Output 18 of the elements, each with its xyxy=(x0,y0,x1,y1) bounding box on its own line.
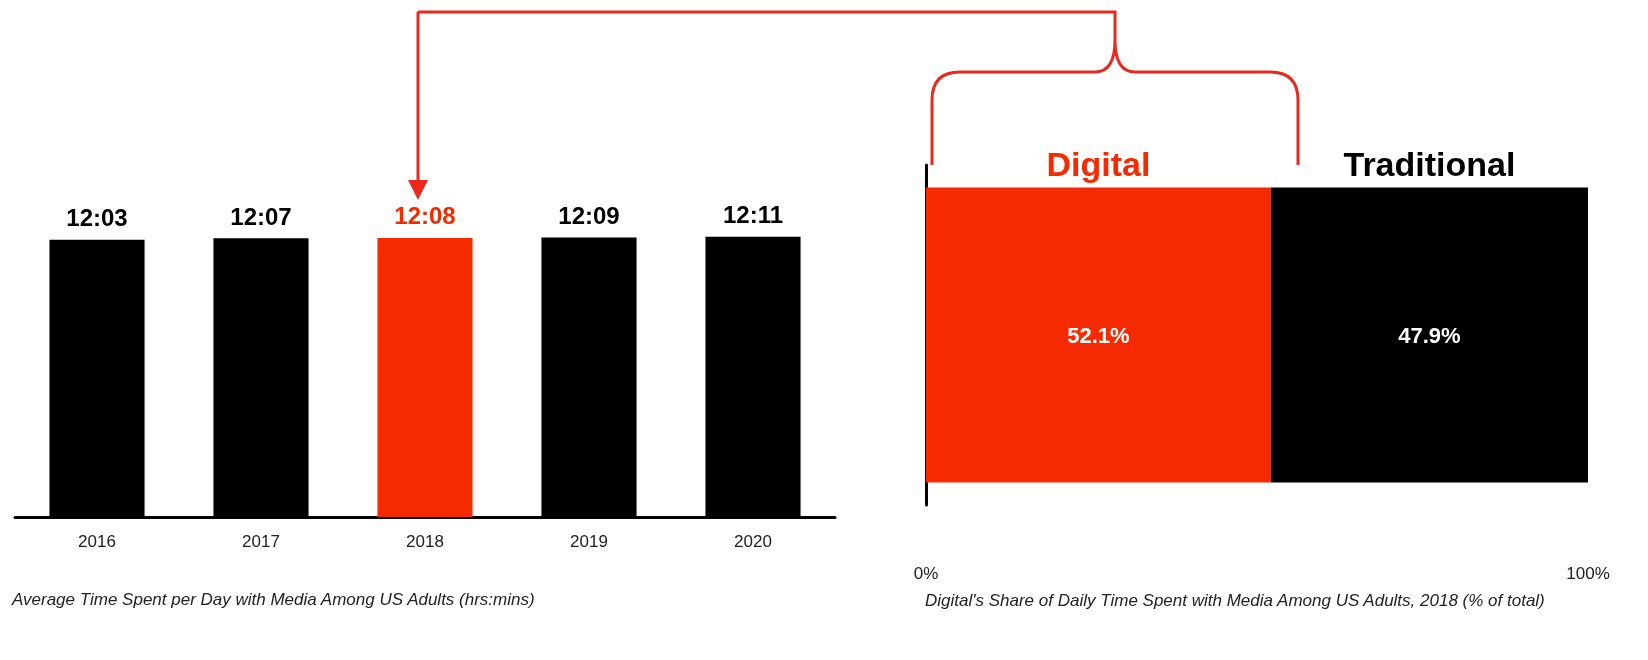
data-label: 12:07 xyxy=(230,202,292,230)
x-tick-label: 2016 xyxy=(78,532,116,551)
data-label: 12:08 xyxy=(394,202,456,230)
data-label: 12:09 xyxy=(558,202,620,230)
data-label: 52.1% xyxy=(1067,322,1130,348)
text: Digital's Share of Daily Time Spent with Media Among US Adults, 2018 (% of total) xyxy=(925,590,1546,612)
series-label: Traditional xyxy=(1343,145,1516,183)
data-label: 47.9% xyxy=(1398,322,1461,348)
x-tick-label: 2018 xyxy=(406,532,444,551)
x-tick-label: 2017 xyxy=(242,532,280,551)
series-label: Digital xyxy=(1046,145,1151,183)
data-label: 12:03 xyxy=(66,204,128,232)
x-tick-label: 100% xyxy=(1566,564,1610,583)
x-tick-label: 2020 xyxy=(734,532,772,551)
data-label: 12:11 xyxy=(722,201,784,229)
text: Average Time Spent per Day with Media Among US Adults (hrs:mins) xyxy=(12,590,536,610)
x-tick-label: 0% xyxy=(913,564,939,583)
x-tick-label: 2019 xyxy=(570,532,608,551)
